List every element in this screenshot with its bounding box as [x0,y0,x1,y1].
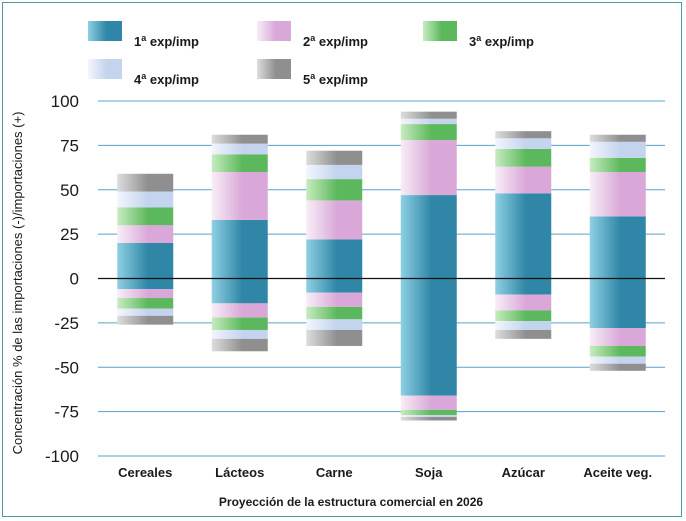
bar-positive [211,219,268,279]
legend-swatch [257,21,291,41]
bar-negative [117,289,174,299]
bar-positive [495,138,552,149]
bar-positive [589,157,646,172]
bar-positive [495,131,552,139]
bar-positive [495,193,552,279]
bar-positive [400,140,457,196]
bar-negative [495,321,552,330]
legend-label: 5a exp/imp [303,71,368,87]
bar-negative [589,363,646,371]
bar-negative [117,315,174,325]
bar-positive [117,207,174,226]
bar-negative [117,278,174,290]
bar-positive [495,148,552,167]
x-ticks: Cereales Lácteos Carne Soja Azúcar Aceite veg… [118,465,652,480]
bar-positive [589,134,646,142]
bar-negative [306,329,363,346]
y-tick-label: 75 [60,136,79,155]
bar-negative [495,329,552,339]
x-tick-label: Cereales [118,465,172,480]
bar-positive [306,239,363,279]
bar-positive [495,166,552,194]
legend-swatch [423,21,457,41]
bar-positive [117,243,174,279]
bar-positive [211,172,268,220]
bar-negative [400,415,457,417]
bar-negative [117,308,174,316]
x-axis-title: Proyección de la estructura comercial en… [219,495,483,509]
bar-positive [400,124,457,141]
bar-positive [211,143,268,155]
bar-negative [211,303,268,318]
bar-negative [400,409,457,416]
bar-negative [495,310,552,322]
bars [117,111,646,421]
legend-swatch [257,59,291,79]
bar-negative [495,294,552,311]
bar-negative [306,306,363,320]
bar-negative [400,395,457,410]
legend-label: 3a exp/imp [469,33,534,49]
y-tick-label: -25 [54,314,79,333]
bar-positive [117,173,174,192]
legend-label: 1a exp/imp [134,33,199,49]
bar-positive [211,134,268,144]
bar-negative [211,329,268,339]
bar-negative [400,278,457,396]
bar-positive [211,154,268,172]
x-tick-label: Lácteos [215,465,264,480]
bar-negative [211,317,268,330]
bar-negative [589,345,646,357]
bar-positive [306,164,363,180]
bar-positive [400,118,457,125]
bar-negative [117,298,174,309]
legend-label: 4a exp/imp [134,71,199,87]
x-tick-label: Azúcar [502,465,545,480]
y-tick-label: 100 [51,92,79,111]
y-tick-label: -100 [45,447,79,466]
y-tick-label: 25 [60,225,79,244]
bar-negative [306,292,363,307]
bar-positive [117,191,174,208]
bar-positive [400,111,457,119]
bar-negative [589,356,646,364]
bar-negative [495,278,552,295]
legend: 1a exp/imp 2a exp/imp 3a exp/imp 4a exp/imp… [88,21,534,87]
bar-positive [589,172,646,217]
bar-negative [306,278,363,293]
bar-positive [589,141,646,158]
bar-positive [589,216,646,279]
y-axis-title: Concentración % de las importaciones (-)… [10,112,25,455]
y-tick-label: 0 [70,270,79,289]
chart-frame: 100 75 50 25 0 -25 -50 -75 -100 Cereales Lácteos C… [2,2,682,517]
y-ticks: 100 75 50 25 0 -25 -50 -75 -100 [45,92,79,466]
legend-swatch [88,59,122,79]
legend-label: 2a exp/imp [303,33,368,49]
bar-positive [306,200,363,240]
bar-negative [211,338,268,352]
x-tick-label: Soja [415,465,443,480]
y-tick-label: -50 [54,358,79,377]
legend-swatch [88,21,122,41]
grid [98,100,665,457]
bar-negative [211,278,268,304]
bar-positive [306,150,363,165]
bar-negative [306,319,363,330]
x-tick-label: Carne [316,465,353,480]
y-tick-label: -75 [54,403,79,422]
bar-positive [400,195,457,279]
bar-positive [306,179,363,201]
bar-negative [589,278,646,329]
bar-negative [400,416,457,421]
y-tick-label: 50 [60,181,79,200]
bar-negative [589,328,646,346]
bar-positive [117,225,174,243]
x-tick-label: Aceite veg. [583,465,652,480]
